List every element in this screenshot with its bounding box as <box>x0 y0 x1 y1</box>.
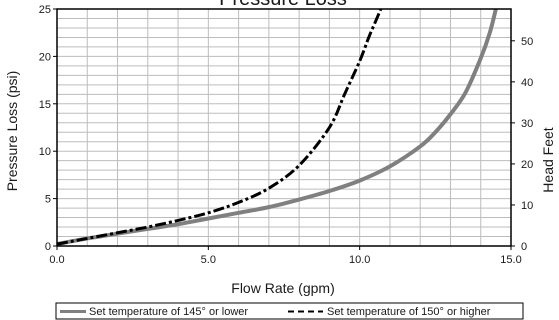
legend-label-150: Set temperature of 150° or higher <box>327 306 491 318</box>
legend-label-145: Set temperature of 145° or lower <box>89 306 248 318</box>
x-tick-label: 0.0 <box>49 254 64 266</box>
series-line-0 <box>56 8 498 247</box>
y-tick-label: 15 <box>39 99 51 111</box>
y-tick-label: 20 <box>39 51 51 63</box>
y-tick-label: 25 <box>39 4 51 16</box>
x-axis-title: Flow Rate (gpm) <box>231 280 334 296</box>
y-tick-label: 0 <box>45 241 51 253</box>
x-tick-label: 10.0 <box>349 254 370 266</box>
y2-tick-label: 50 <box>521 36 533 48</box>
series-line-1 <box>56 8 383 246</box>
y2-tick-label: 20 <box>521 159 533 171</box>
y2-axis-title: Head Feet <box>540 127 556 192</box>
plot-frame <box>56 8 512 247</box>
y2-tick-label: 10 <box>521 200 533 212</box>
y-tick-label: 10 <box>39 146 51 158</box>
y-tick-label: 5 <box>45 194 51 206</box>
y2-tick-label: 40 <box>521 77 533 89</box>
grid <box>57 9 511 246</box>
x-tick-label: 15.0 <box>500 254 521 266</box>
y2-tick-label: 0 <box>521 241 527 253</box>
y-axis-title: Pressure Loss (psi) <box>4 71 20 192</box>
tick-labels: 0 5 10 15 20 25 0 10 20 30 40 50 0.0 5.0 10.0 15.0 <box>39 4 534 266</box>
y2-tick-label: 30 <box>521 118 533 130</box>
chart-title: Pressure Loss <box>219 0 347 10</box>
legend: Set temperature of 145° or lower Set tem… <box>55 302 524 320</box>
x-tick-label: 5.0 <box>201 254 216 266</box>
series-layer <box>56 8 498 247</box>
